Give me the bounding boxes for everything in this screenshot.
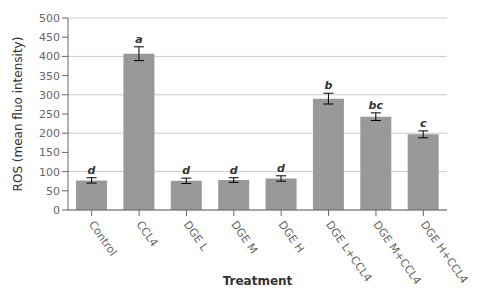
svg-text:50: 50 — [46, 185, 60, 198]
svg-text:c: c — [420, 117, 427, 130]
svg-text:500: 500 — [39, 12, 60, 25]
svg-text:a: a — [135, 33, 142, 46]
svg-text:350: 350 — [39, 70, 60, 83]
svg-text:250: 250 — [39, 108, 60, 121]
svg-text:DGE L+CCL4: DGE L+CCL4 — [323, 218, 375, 284]
svg-text:DGE M+CCL4: DGE M+CCL4 — [370, 218, 423, 287]
svg-text:d: d — [230, 164, 238, 177]
svg-text:DGE M: DGE M — [228, 218, 260, 256]
svg-text:150: 150 — [39, 146, 60, 159]
svg-text:DGE L: DGE L — [181, 218, 211, 254]
svg-text:100: 100 — [39, 166, 60, 179]
svg-text:ROS (mean fluo intensity): ROS (mean fluo intensity) — [11, 37, 25, 192]
svg-text:b: b — [324, 79, 332, 92]
svg-text:DGE H+CCL4: DGE H+CCL4 — [418, 218, 471, 286]
svg-text:Control: Control — [86, 218, 119, 258]
svg-text:bc: bc — [369, 99, 384, 112]
svg-text:400: 400 — [39, 50, 60, 63]
svg-text:d: d — [88, 164, 96, 177]
svg-text:450: 450 — [39, 31, 60, 44]
svg-text:d: d — [182, 164, 190, 177]
svg-text:DGE H: DGE H — [276, 218, 307, 255]
svg-text:d: d — [277, 162, 285, 175]
svg-text:0: 0 — [53, 204, 60, 217]
svg-text:Treatment: Treatment — [223, 274, 293, 288]
svg-text:CCL4: CCL4 — [133, 218, 160, 249]
svg-text:200: 200 — [39, 127, 60, 140]
svg-text:300: 300 — [39, 89, 60, 102]
